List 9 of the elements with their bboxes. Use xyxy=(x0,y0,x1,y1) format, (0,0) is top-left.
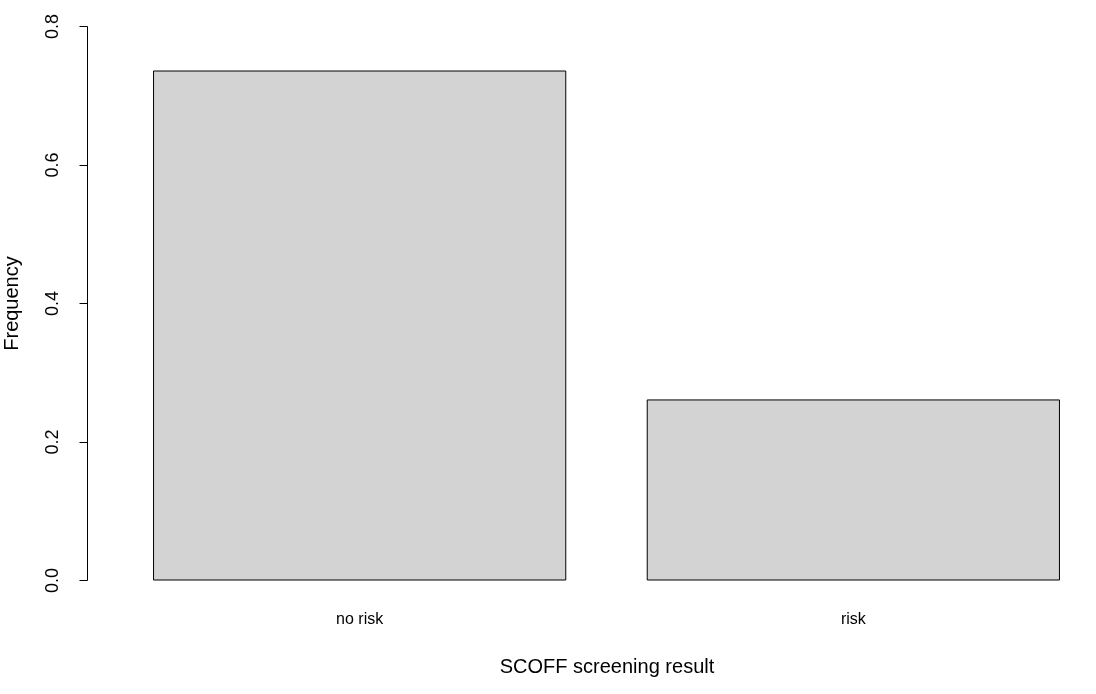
y-tick-label: 0.4 xyxy=(41,290,62,317)
y-tick-label: 0.8 xyxy=(41,13,62,40)
x-tick-label: no risk xyxy=(336,609,385,627)
y-tick-label: 0.0 xyxy=(41,567,62,594)
x-axis-title: SCOFF screening result xyxy=(499,654,715,677)
x-tick-label: risk xyxy=(840,609,867,627)
y-axis-title: Frequency xyxy=(0,256,22,351)
y-tick-label: 0.6 xyxy=(41,152,62,178)
y-tick-label: 0.2 xyxy=(41,429,62,455)
